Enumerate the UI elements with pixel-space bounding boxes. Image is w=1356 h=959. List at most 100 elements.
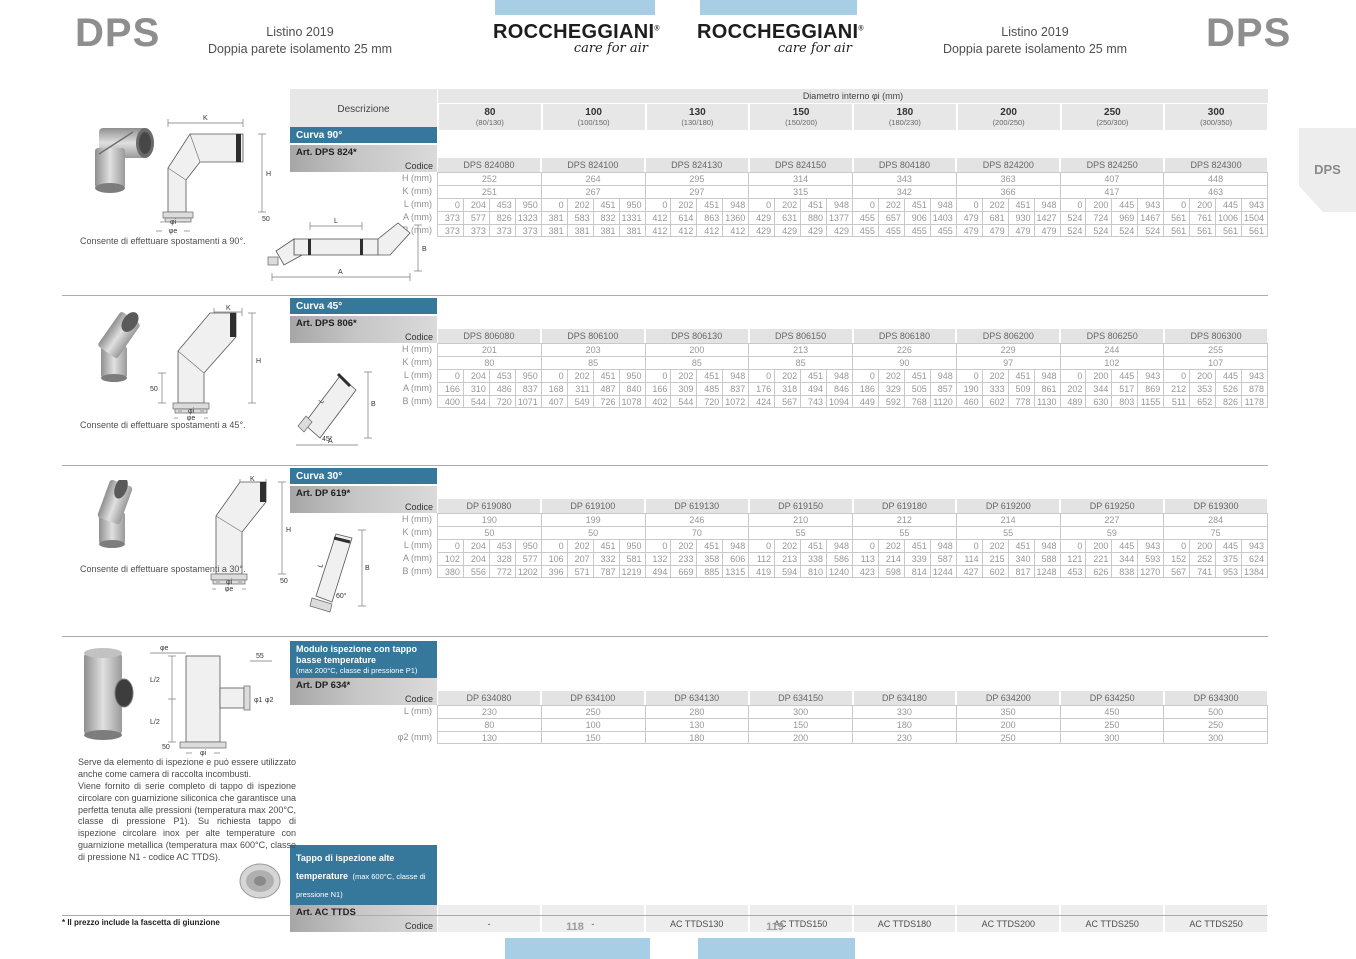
codice-cell: - — [540, 905, 645, 932]
edition-line2: Doppia parete isolamento 25 mm — [942, 42, 1128, 56]
value-cell: 280 — [645, 705, 750, 718]
diameter-group: 55 — [956, 526, 1061, 539]
section-divider — [62, 636, 1268, 637]
codice-cell: DP 619180 — [852, 499, 957, 513]
dim-label-k: K — [203, 115, 208, 122]
brand-tagline: care for air — [573, 41, 648, 56]
value-cell: 803 — [1112, 395, 1139, 408]
diameter-group: 0 202 451 948 — [645, 369, 750, 382]
diameter-group: 226 — [853, 343, 957, 356]
value-cell: 1403 — [930, 211, 957, 224]
diameter-group: 190 333 509 861 — [956, 382, 1061, 395]
value-cell: 202 — [671, 369, 698, 382]
value-cell: 150 — [749, 718, 853, 731]
diameter-group: 212 — [853, 513, 957, 526]
value-cell: 602 — [982, 395, 1009, 408]
value-cell: 880 — [801, 211, 828, 224]
diameter-sub: (130/180) — [681, 118, 714, 127]
codice-row-host: DPS 806080 DPS 806100 DPS 806130 DPS 806150… — [437, 316, 1268, 343]
diameter-group: 417 — [1060, 185, 1165, 198]
dim-label-b: B — [371, 401, 376, 408]
value-cell: 373 — [515, 224, 542, 237]
codice-label: Codice — [404, 502, 433, 512]
dim-label-phi-i: φi — [200, 750, 207, 757]
value-cell: 202 — [567, 539, 594, 552]
diameter-group: 407 549 726 1078 — [541, 395, 646, 408]
diameter-group: 455 657 906 1403 — [853, 211, 957, 224]
diameter-group: 500 — [1164, 705, 1268, 718]
value-cell: 950 — [515, 539, 542, 552]
value-cell: 1219 — [619, 565, 646, 578]
value-cell: 943 — [1242, 369, 1268, 382]
value-cell: 524 — [1112, 224, 1139, 237]
data-row: L (mm) 230 250 280 300 330 350 450 500 — [290, 705, 1268, 718]
section-tappo-ispezione: Tappo di ispezione alte temperature (max… — [290, 845, 1268, 932]
diameter-group: 427 602 817 1248 — [956, 565, 1061, 578]
value-cell: 524 — [1060, 224, 1087, 237]
diameter-group: 97 — [956, 356, 1061, 369]
table-body: H (mm) 252 264 295 314 343 363 407 448 K (mm) 251 2… — [290, 172, 1268, 237]
codice-row-host: DPS 824080 DPS 824100 DPS 824130 DPS 824150… — [437, 145, 1268, 172]
dim-label-50: 50 — [162, 744, 170, 751]
diameter-main: 300 — [1207, 107, 1225, 118]
registered-mark: ® — [654, 25, 660, 33]
value-cell: 207 — [567, 552, 594, 565]
codice-cell: DPS 806130 — [644, 329, 749, 343]
curva-30-dimension-diagram: K H 50 φi φe — [210, 476, 291, 592]
diameter-group: 300 — [1060, 731, 1165, 744]
row-label — [290, 718, 437, 731]
table-body: H (mm) 190 199 246 210 212 214 227 284 K (mm) 50 50… — [290, 513, 1268, 578]
codice-row: DP 634080 DP 634100 DP 634130 DP 634150 DP 6… — [437, 691, 1268, 705]
diameter-group: 0 200 445 943 — [1060, 539, 1165, 552]
section-modulo-ispezione: Modulo ispezione con tappo basse tempera… — [290, 641, 1268, 744]
value-cell: 0 — [438, 539, 464, 552]
diameter-group: 0 202 451 948 — [749, 539, 853, 552]
diameter-group: 567 741 953 1384 — [1164, 565, 1268, 578]
value-cell: 70 — [645, 526, 750, 539]
value-cell: 373 — [438, 224, 464, 237]
diameter-group: 284 — [1164, 513, 1268, 526]
value-cell: 246 — [645, 513, 750, 526]
value-cell: 429 — [749, 224, 776, 237]
value-cell: 180 — [645, 731, 750, 744]
value-cell: 630 — [1086, 395, 1113, 408]
value-cell: 50 — [541, 526, 646, 539]
value-cell: 577 — [515, 552, 542, 565]
value-cell: 252 — [438, 172, 542, 185]
value-cell: 451 — [593, 369, 620, 382]
codice-cell: DP 634100 — [540, 691, 645, 705]
value-cell: 233 — [671, 552, 698, 565]
row-label: H (mm) — [402, 514, 432, 524]
diameter-sub: (300/350) — [1200, 118, 1233, 127]
dim-label-h: H — [256, 358, 261, 365]
value-cell: 202 — [878, 539, 905, 552]
curva-90-plan-diagram: L B A — [267, 218, 427, 281]
value-cell: 451 — [1008, 198, 1035, 211]
diameter-group: 0 202 451 950 — [541, 198, 646, 211]
value-cell: 448 — [1164, 172, 1268, 185]
diameter-group: 524 524 524 524 — [1060, 224, 1165, 237]
diameter-main: 200 — [1000, 107, 1017, 118]
value-cell: 1384 — [1242, 565, 1268, 578]
diameter-group: 80 — [438, 718, 542, 731]
value-cell: 768 — [904, 395, 931, 408]
diameter-group: 524 724 969 1467 — [1060, 211, 1165, 224]
value-cell: 344 — [1112, 552, 1139, 565]
data-row: 80 100 130 150 180 200 250 250 — [290, 718, 1268, 731]
dim-label-l2-upper: L/2 — [150, 677, 160, 684]
diameter-group: 0 202 451 948 — [749, 198, 853, 211]
value-cell: 396 — [541, 565, 568, 578]
value-cell: 943 — [1138, 369, 1165, 382]
value-cell: 130 — [645, 718, 750, 731]
data-row: A (mm) 102 204 328 577 106 207 332 581 132 233 358 6… — [290, 552, 1268, 565]
diameter-group: 0 200 445 943 — [1164, 198, 1268, 211]
value-cell: 526 — [1216, 382, 1243, 395]
value-cell: 202 — [1060, 382, 1087, 395]
value-cell: 948 — [723, 198, 750, 211]
value-cell: 948 — [827, 369, 853, 382]
diameter-header-cell: 250 (250/300) — [1060, 104, 1165, 130]
value-cell: 251 — [438, 185, 542, 198]
section-title: Curva 30° — [290, 468, 437, 484]
diameter-group: 280 — [645, 705, 750, 718]
diameter-group: 267 — [541, 185, 646, 198]
